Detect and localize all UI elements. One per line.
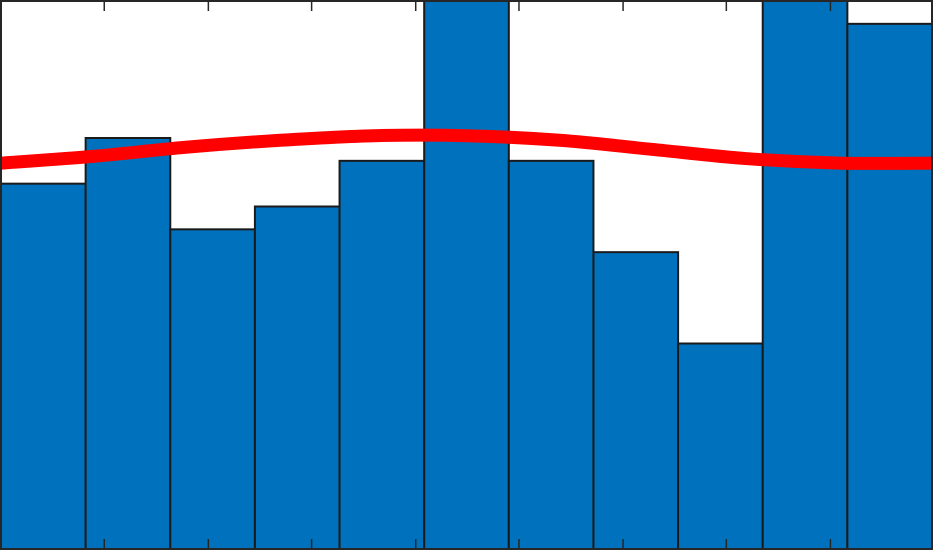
histogram-bar-8 <box>592 251 680 551</box>
fit-curve-layer <box>0 128 933 170</box>
histogram-bar-7 <box>507 159 595 550</box>
histogram-bar-11 <box>846 22 933 551</box>
fit-curve-line <box>0 128 933 170</box>
histogram-bar-6 <box>423 0 510 550</box>
histogram-bar-3 <box>169 228 256 550</box>
histogram-bar-1 <box>0 182 87 551</box>
histogram-bar-2 <box>84 137 172 550</box>
histogram-bar-4 <box>253 205 341 550</box>
histogram-bar-9 <box>677 342 764 550</box>
histogram-bar-10 <box>761 0 849 550</box>
histogram-bar-5 <box>338 159 426 550</box>
